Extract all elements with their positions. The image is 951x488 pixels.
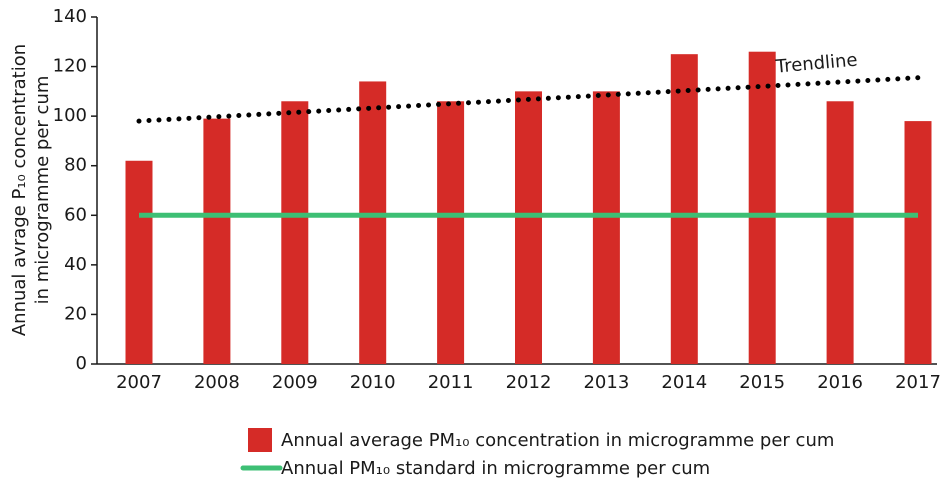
bar: [359, 81, 387, 364]
x-tick-label: 2011: [428, 372, 474, 393]
y-tick-label: 40: [64, 254, 87, 275]
bar: [515, 91, 542, 364]
x-tick-label: 2012: [506, 372, 552, 393]
y-tick-label: 0: [76, 353, 87, 374]
trendline-label: Trendline: [774, 50, 858, 78]
legend-swatch: [248, 428, 272, 452]
y-axis-title-line: Annual avrage P₁₀ concentration: [9, 44, 30, 336]
bar: [281, 101, 309, 365]
y-tick-label: 140: [53, 6, 87, 27]
x-tick-label: 2016: [817, 372, 863, 393]
bar: [670, 54, 698, 365]
bar: [203, 118, 231, 364]
bar: [826, 101, 854, 365]
bar: [904, 121, 932, 364]
y-tick-label: 120: [53, 56, 87, 77]
x-tick-label: 2009: [272, 372, 318, 393]
bar: [437, 101, 465, 365]
bar: [125, 160, 153, 364]
x-tick-label: 2017: [895, 372, 941, 393]
y-tick-label: 100: [53, 105, 87, 126]
x-tick-label: 2013: [583, 372, 629, 393]
bar: [592, 91, 620, 364]
y-axis-title: Annual avrage P₁₀ concentration in micro…: [9, 44, 53, 336]
y-tick-label: 60: [64, 204, 87, 225]
legend: Annual average PM₁₀ concentration in mic…: [240, 428, 834, 479]
legend-label: Annual PM₁₀ standard in microgramme per …: [281, 458, 710, 479]
trendline: [136, 75, 921, 124]
x-tick-label: 2007: [116, 372, 162, 393]
x-tick-label: 2008: [194, 372, 240, 393]
bar: [748, 51, 776, 364]
legend-label: Annual average PM₁₀ concentration in mic…: [281, 430, 834, 451]
x-tick-label: 2010: [350, 372, 396, 393]
y-tick-label: 20: [64, 303, 87, 324]
x-tick-label: 2015: [739, 372, 785, 393]
y-tick-label: 80: [64, 155, 87, 176]
x-tick-label: 2014: [661, 372, 707, 393]
y-axis-title-line: in microgramme per cum: [32, 76, 53, 305]
